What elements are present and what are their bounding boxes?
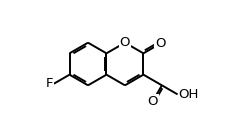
Text: O: O — [147, 95, 157, 108]
Text: F: F — [45, 77, 53, 90]
Text: O: O — [155, 37, 165, 50]
Text: O: O — [120, 36, 130, 49]
Text: OH: OH — [179, 88, 199, 101]
